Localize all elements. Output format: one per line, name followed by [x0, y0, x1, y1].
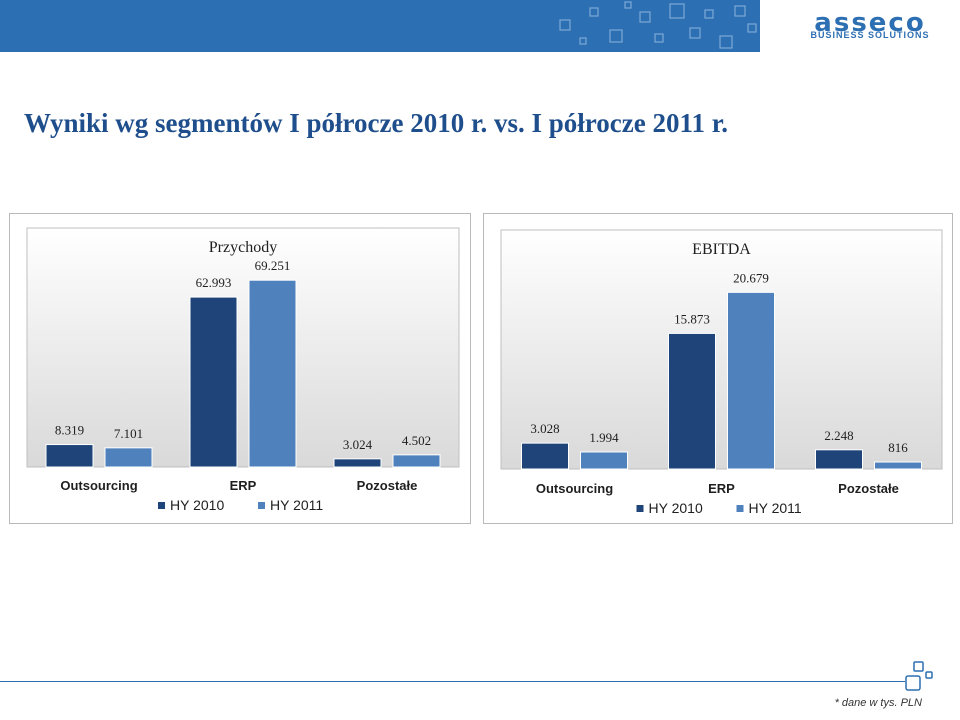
legend-swatch [636, 505, 644, 512]
footer-divider [0, 681, 905, 682]
data-label: 15.873 [674, 311, 710, 326]
chart-title: EBITDA [692, 241, 751, 258]
legend-entry: HY 2010 [170, 497, 224, 513]
bar-hy-2011-2 [392, 454, 441, 468]
data-label: 62.993 [196, 275, 232, 290]
bar-hy-2011-1 [727, 291, 775, 470]
bar-hy-2010-1 [668, 332, 716, 470]
chart-plot-area [26, 227, 460, 468]
legend-entry: HY 2011 [749, 500, 802, 516]
legend-swatch [258, 502, 265, 509]
bar-hy-2010-0 [45, 444, 94, 468]
data-label: 816 [888, 440, 908, 455]
bar-hy-2011-0 [580, 451, 628, 470]
decorative-squares-icon [905, 661, 933, 691]
page-title: Wyniki wg segmentów I półrocze 2010 r. v… [24, 108, 728, 138]
data-label: 3.028 [530, 421, 559, 436]
legend-entry: HY 2010 [649, 500, 703, 516]
category-label: Pozostałe [838, 481, 899, 496]
header-pattern [559, 1, 757, 49]
bar-hy-2011-1 [248, 279, 297, 468]
bar-hy-2010-0 [521, 442, 569, 470]
category-label: ERP [708, 481, 735, 496]
data-label: 8.319 [55, 423, 84, 438]
data-label: 2.248 [824, 428, 853, 443]
data-label: 69.251 [255, 258, 291, 273]
category-label: ERP [230, 478, 257, 493]
data-label: 7.101 [114, 426, 143, 441]
category-label: Outsourcing [60, 478, 137, 493]
legend-swatch [736, 505, 744, 512]
legend-entry: HY 2011 [270, 497, 323, 513]
header-bar [0, 0, 960, 52]
category-label: Pozostałe [357, 478, 418, 493]
data-label: 20.679 [733, 270, 769, 285]
revenue-chart-panel: Przychody 8.319 7.101 Outsourcing 62.993 69.2… [9, 213, 471, 524]
bar-hy-2010-1 [189, 296, 238, 468]
bar-hy-2010-2 [815, 449, 863, 470]
legend-swatch [158, 502, 165, 509]
bar-hy-2010-2 [333, 458, 382, 468]
data-label: 4.502 [402, 433, 431, 448]
ebitda-chart: EBITDA 3.028 1.994 Outsourcing 15.873 20.679 E… [500, 229, 943, 516]
chart-title: Przychody [209, 239, 277, 256]
revenue-chart: Przychody 8.319 7.101 Outsourcing 62.993 69.2… [26, 227, 460, 513]
logo-area [760, 0, 960, 52]
bar-hy-2011-2 [874, 461, 922, 470]
chart-plot-area [500, 229, 943, 470]
data-label: 1.994 [589, 430, 619, 445]
bar-hy-2011-0 [104, 447, 153, 468]
company-logo: asseco [814, 8, 926, 38]
data-label: 3.024 [343, 437, 373, 452]
ebitda-chart-panel: EBITDA 3.028 1.994 Outsourcing 15.873 20.679 E… [483, 213, 953, 524]
company-logo-subtitle: BUSINESS SOLUTIONS [810, 30, 930, 40]
footnote: * dane w tys. PLN [834, 697, 922, 709]
category-label: Outsourcing [536, 481, 613, 496]
